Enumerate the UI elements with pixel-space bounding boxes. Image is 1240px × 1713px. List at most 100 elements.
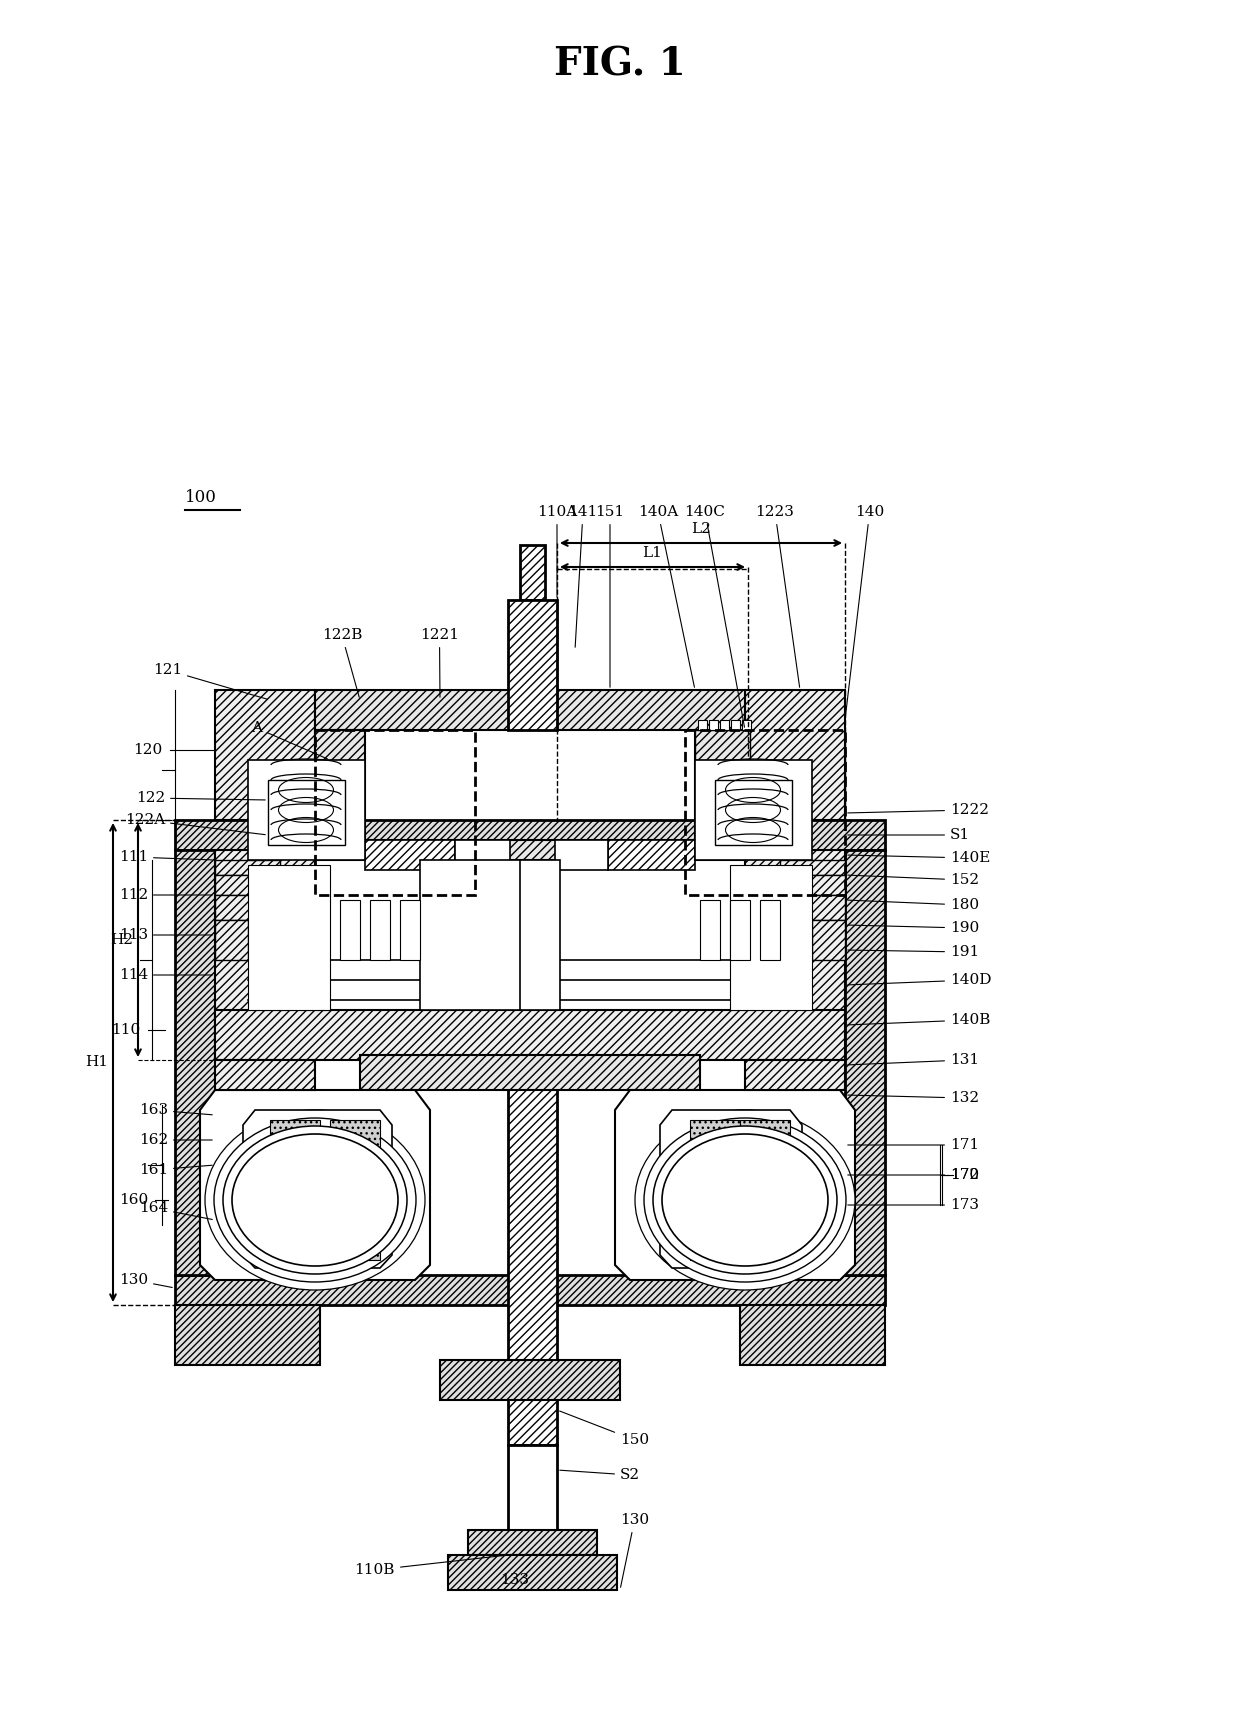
Text: L2: L2 bbox=[691, 522, 711, 536]
Polygon shape bbox=[175, 1274, 885, 1305]
Polygon shape bbox=[795, 875, 844, 894]
Polygon shape bbox=[740, 1305, 885, 1365]
Text: 113: 113 bbox=[119, 928, 212, 942]
Polygon shape bbox=[215, 1060, 315, 1089]
Polygon shape bbox=[660, 1110, 802, 1268]
Polygon shape bbox=[508, 1060, 557, 1446]
Text: 122B: 122B bbox=[321, 629, 362, 697]
Polygon shape bbox=[508, 1446, 557, 1540]
Text: S1: S1 bbox=[848, 827, 970, 843]
Text: 114: 114 bbox=[119, 968, 212, 982]
Text: 112: 112 bbox=[119, 887, 212, 903]
Polygon shape bbox=[200, 1089, 430, 1280]
Polygon shape bbox=[315, 690, 745, 730]
Polygon shape bbox=[745, 690, 844, 821]
Text: 130: 130 bbox=[620, 1513, 649, 1588]
Text: 132: 132 bbox=[848, 1091, 980, 1105]
Text: 110: 110 bbox=[110, 1023, 140, 1036]
Text: 191: 191 bbox=[848, 946, 980, 959]
Polygon shape bbox=[315, 730, 365, 850]
Polygon shape bbox=[698, 719, 707, 730]
Polygon shape bbox=[689, 1120, 740, 1261]
Polygon shape bbox=[370, 899, 391, 959]
Polygon shape bbox=[844, 850, 885, 1274]
Polygon shape bbox=[732, 719, 740, 730]
Polygon shape bbox=[730, 865, 812, 1011]
Text: 163: 163 bbox=[139, 1103, 212, 1117]
Text: 111: 111 bbox=[119, 850, 212, 863]
Ellipse shape bbox=[232, 1134, 398, 1266]
Polygon shape bbox=[248, 761, 365, 860]
Ellipse shape bbox=[205, 1110, 425, 1290]
Text: 1222: 1222 bbox=[848, 803, 990, 817]
Polygon shape bbox=[520, 860, 560, 1011]
Text: FIG. 1: FIG. 1 bbox=[554, 46, 686, 84]
Polygon shape bbox=[215, 690, 315, 821]
Polygon shape bbox=[215, 875, 265, 894]
Polygon shape bbox=[694, 730, 745, 850]
Text: 150: 150 bbox=[559, 1412, 649, 1447]
Polygon shape bbox=[215, 920, 248, 959]
Text: 151: 151 bbox=[595, 505, 625, 687]
Polygon shape bbox=[508, 600, 557, 730]
Text: 122A: 122A bbox=[125, 814, 265, 834]
Text: A: A bbox=[250, 721, 327, 759]
Polygon shape bbox=[805, 894, 844, 920]
Polygon shape bbox=[270, 1120, 320, 1261]
Polygon shape bbox=[812, 920, 844, 959]
Text: 140E: 140E bbox=[848, 851, 991, 865]
Polygon shape bbox=[520, 545, 546, 600]
Polygon shape bbox=[175, 821, 885, 850]
Polygon shape bbox=[608, 839, 694, 870]
Polygon shape bbox=[215, 1011, 844, 1060]
Polygon shape bbox=[720, 719, 729, 730]
Polygon shape bbox=[694, 761, 812, 860]
Text: 140B: 140B bbox=[848, 1012, 991, 1028]
Polygon shape bbox=[745, 1060, 844, 1089]
Text: 140A: 140A bbox=[637, 505, 694, 687]
Polygon shape bbox=[780, 860, 844, 875]
Polygon shape bbox=[694, 730, 750, 761]
Text: 164: 164 bbox=[139, 1201, 212, 1220]
Text: S2: S2 bbox=[559, 1468, 640, 1482]
Ellipse shape bbox=[635, 1110, 856, 1290]
Text: 1223: 1223 bbox=[755, 505, 800, 687]
Text: L1: L1 bbox=[642, 546, 662, 560]
Polygon shape bbox=[730, 899, 750, 959]
Text: 140C: 140C bbox=[684, 505, 744, 728]
Polygon shape bbox=[701, 899, 720, 959]
Polygon shape bbox=[467, 1530, 596, 1555]
Ellipse shape bbox=[223, 1125, 407, 1274]
Text: 162: 162 bbox=[139, 1132, 212, 1148]
Text: 152: 152 bbox=[848, 874, 980, 887]
Ellipse shape bbox=[215, 1119, 415, 1281]
Text: 173: 173 bbox=[848, 1197, 980, 1213]
Text: 122: 122 bbox=[135, 791, 265, 805]
Polygon shape bbox=[760, 899, 780, 959]
Polygon shape bbox=[248, 865, 330, 1011]
Text: 171: 171 bbox=[848, 1137, 980, 1153]
Text: 140D: 140D bbox=[848, 973, 992, 987]
Text: 140: 140 bbox=[846, 505, 884, 718]
Polygon shape bbox=[175, 1305, 320, 1365]
Polygon shape bbox=[420, 860, 539, 1011]
Polygon shape bbox=[742, 719, 751, 730]
Polygon shape bbox=[215, 894, 255, 920]
Polygon shape bbox=[615, 1089, 856, 1280]
Text: 121: 121 bbox=[153, 663, 268, 699]
Text: 130: 130 bbox=[119, 1273, 172, 1288]
Text: 160: 160 bbox=[119, 1192, 148, 1208]
Ellipse shape bbox=[644, 1119, 846, 1281]
Polygon shape bbox=[340, 899, 360, 959]
Polygon shape bbox=[365, 839, 694, 860]
Polygon shape bbox=[360, 1055, 701, 1089]
Polygon shape bbox=[556, 839, 608, 870]
Polygon shape bbox=[455, 839, 510, 870]
Text: 1221: 1221 bbox=[420, 629, 459, 697]
Polygon shape bbox=[740, 1120, 790, 1261]
Polygon shape bbox=[365, 839, 455, 870]
Text: 161: 161 bbox=[139, 1163, 212, 1177]
Text: 172: 172 bbox=[848, 1168, 980, 1182]
Text: 120: 120 bbox=[133, 743, 162, 757]
Ellipse shape bbox=[662, 1134, 828, 1266]
